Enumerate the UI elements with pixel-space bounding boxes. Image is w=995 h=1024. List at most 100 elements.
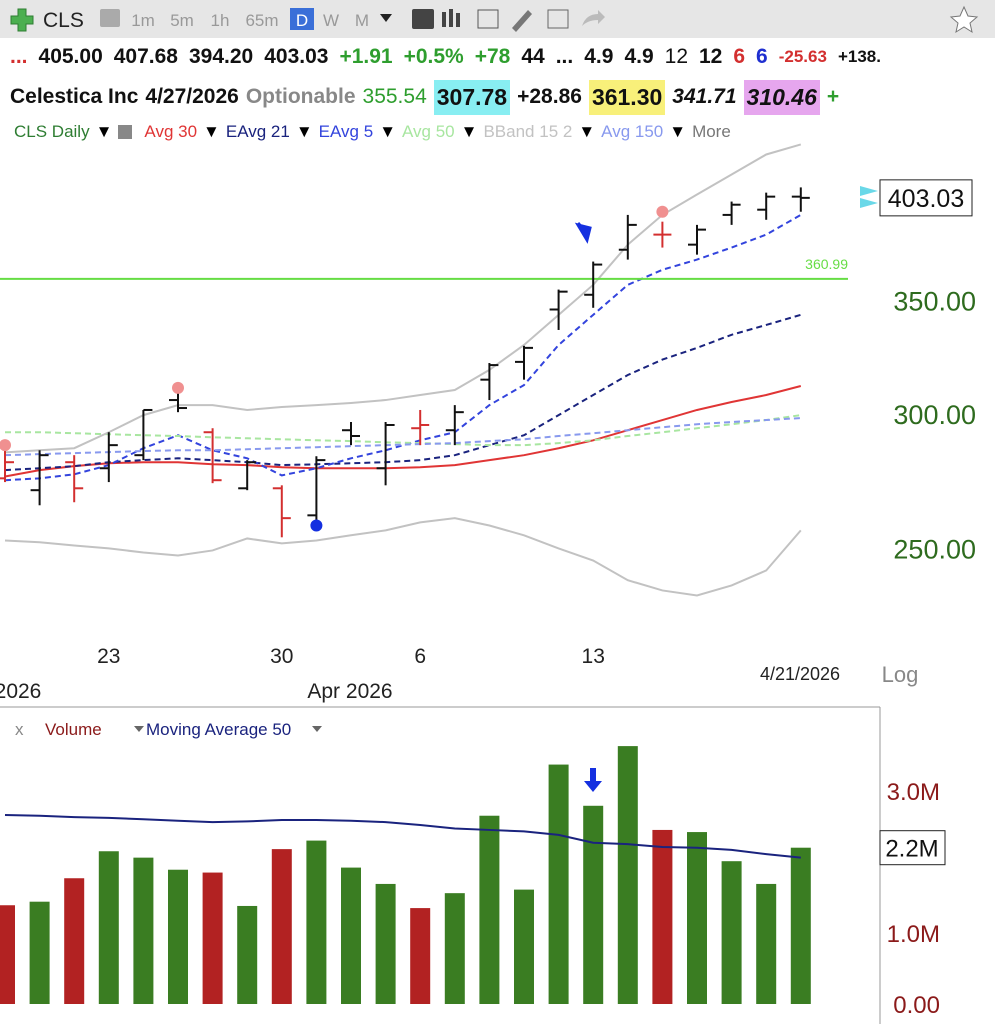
interval-active-bg <box>290 8 314 30</box>
scale-label[interactable]: Log <box>882 662 919 687</box>
interval-button[interactable]: M <box>355 11 369 30</box>
volume-bar <box>790 847 811 1004</box>
close-panel[interactable]: x <box>15 720 24 739</box>
arrow: ▼ <box>460 122 478 141</box>
info-row: Celestica Inc 4/27/2026 Optionable 355.54 30… <box>0 78 995 116</box>
moving-average <box>4 313 802 472</box>
volume-bar <box>687 832 707 1004</box>
arrow: ▼ <box>203 122 220 141</box>
quote-value: 405.00 <box>38 45 103 68</box>
legend-item[interactable]: EAvg 5 <box>318 122 374 141</box>
quote-value: 394.20 <box>188 45 254 68</box>
quote-row: ... 405.00 407.68 394.20 403.03 +1.91 +0.5% +78… <box>0 38 995 76</box>
last-price-box <box>879 179 973 217</box>
grid-icon[interactable] <box>118 125 133 139</box>
volume-bar <box>306 840 327 1004</box>
arrow: ▼ <box>669 122 687 141</box>
level-label: 360.99 <box>805 256 848 272</box>
quote-value: + <box>826 85 840 108</box>
interval-button[interactable]: 1m <box>131 11 155 30</box>
y-tick-label: 300.00 <box>893 400 976 430</box>
volume-bar <box>514 889 534 1004</box>
arrow[interactable] <box>312 726 322 732</box>
volume-bar <box>202 872 223 1004</box>
icon[interactable] <box>412 9 434 29</box>
icon <box>456 13 460 27</box>
volume-bar <box>237 905 258 1004</box>
quote-value: ... <box>555 45 574 68</box>
interval-button[interactable]: 65m <box>245 11 278 30</box>
quote-value: 12 <box>664 45 688 68</box>
volume-bar <box>64 878 85 1004</box>
period-label: Apr 2026 <box>307 680 392 703</box>
volume-bar <box>721 861 742 1004</box>
x-tick-label: 23 <box>97 645 120 668</box>
arrow: ▼ <box>578 122 596 141</box>
x-tick-label: 6 <box>414 645 426 668</box>
last-value-label: 2.2M <box>885 836 938 863</box>
quote-value: 4/27/2026 <box>145 85 239 108</box>
star-icon[interactable] <box>949 5 979 34</box>
quote-value: 4.9 <box>624 45 654 68</box>
legend-item[interactable]: EAvg 21 <box>225 122 290 141</box>
quote-value: +28.86 <box>517 85 582 108</box>
icon[interactable] <box>100 9 120 27</box>
volume-bar <box>583 805 604 1004</box>
interval-button[interactable]: D <box>296 11 308 30</box>
period-label: 2026 <box>0 680 41 703</box>
moving-average <box>4 385 802 478</box>
interval-button[interactable]: W <box>323 11 339 30</box>
volume-average <box>4 814 801 859</box>
x-tick-label: 30 <box>270 645 293 668</box>
bband-upper <box>4 143 802 454</box>
interval-button[interactable]: 5m <box>170 11 194 30</box>
volume-bar <box>168 869 188 1004</box>
icon[interactable] <box>512 10 532 32</box>
icon[interactable] <box>582 10 605 26</box>
y-tick-label: 3.0M <box>887 779 940 806</box>
quote-value: +0.5% <box>403 45 464 68</box>
legend-item[interactable]: Volume <box>45 720 102 739</box>
quote-value: 6 <box>733 45 746 68</box>
quote-value: 44 <box>521 45 545 68</box>
signal-dot <box>0 439 11 452</box>
icon[interactable] <box>442 12 446 27</box>
icon[interactable] <box>547 9 569 29</box>
quote-value: 361.30 <box>588 79 666 115</box>
arrow[interactable] <box>134 726 144 732</box>
interval-button[interactable]: 1h <box>211 11 230 30</box>
signal-arrow <box>584 768 602 792</box>
legend-item[interactable]: Avg 50 <box>402 122 455 141</box>
quote-value: 307.78 <box>433 79 511 115</box>
quote-value: 310.46 <box>743 79 820 115</box>
moving-average <box>5 414 801 447</box>
y-tick-label: 250.00 <box>893 534 976 564</box>
quote-value: +78 <box>474 45 511 68</box>
add-icon[interactable] <box>10 8 34 32</box>
volume-bar <box>410 908 431 1004</box>
legend-item[interactable]: CLS Daily <box>14 122 90 141</box>
icon[interactable] <box>477 9 499 29</box>
y-tick-label: 1.0M <box>887 921 940 948</box>
moving-average <box>4 214 802 482</box>
volume-bar <box>756 883 777 1004</box>
legend-item[interactable]: Avg 30 <box>144 122 198 141</box>
signal-arrow <box>574 222 592 244</box>
quote-value: -25.63 <box>778 47 827 66</box>
quote-value: +138. <box>837 47 881 66</box>
legend-item[interactable]: BBand 15 2 <box>483 122 573 141</box>
moving-average <box>4 417 801 457</box>
symbol[interactable]: CLS <box>43 9 84 32</box>
volume-bar <box>271 849 292 1004</box>
quote-value: 4.9 <box>584 45 614 68</box>
legend-item[interactable]: Avg 150 <box>601 122 664 141</box>
arrow: ▼ <box>295 122 313 141</box>
dropdown-icon[interactable] <box>380 14 392 22</box>
legend-item[interactable]: Moving Average 50 <box>146 720 291 739</box>
legend-more[interactable]: More <box>692 122 731 141</box>
bband-lower <box>4 517 802 597</box>
volume-bar <box>652 829 673 1004</box>
last-price-label: 403.03 <box>888 185 964 213</box>
volume-bar <box>444 893 465 1004</box>
